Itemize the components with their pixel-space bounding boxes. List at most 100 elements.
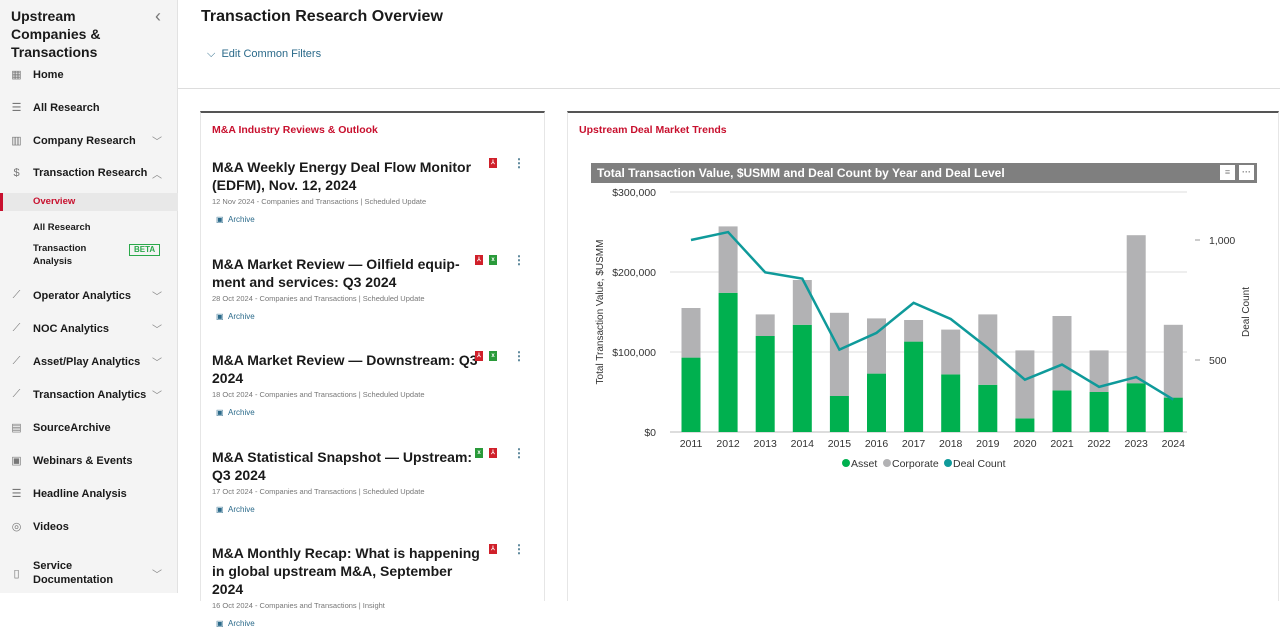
bar-asset-2013[interactable] [755, 336, 775, 432]
bar-asset-2018[interactable] [941, 374, 961, 432]
x-tick-label: 2022 [1087, 438, 1111, 450]
chevron-down-icon[interactable]: ﹀ [152, 292, 162, 303]
pdf-file-icon[interactable]: ⅄ [489, 158, 497, 168]
more-options-icon[interactable]: ⋮ [513, 252, 525, 267]
sidebar-subitem-overview[interactable]: Overview [0, 193, 178, 211]
x-tick-label: 2019 [976, 438, 1000, 450]
chevron-down-icon[interactable]: ﹀ [152, 137, 162, 148]
bar-asset-2014[interactable] [792, 324, 812, 432]
article-item: M&A Statistical Snapshot — Upstream: Q3 … [212, 445, 537, 514]
document-icon: ▯ [13, 567, 20, 580]
bar-asset-2024[interactable] [1163, 397, 1183, 432]
collapse-sidebar-icon[interactable]: ‹ [155, 6, 161, 26]
bar-asset-2011[interactable] [681, 357, 701, 432]
more-options-icon[interactable]: ⋮ [513, 156, 525, 170]
article-title-link[interactable]: M&A Market Review — Downstream: Q3 2024 [212, 352, 478, 386]
xls-file-icon[interactable]: x [489, 351, 497, 361]
xls-file-icon[interactable]: x [489, 254, 497, 265]
archive-button[interactable]: ▣ Archive [216, 311, 255, 321]
bar-corporate-2017[interactable] [904, 320, 924, 342]
chevron-down-icon[interactable]: ﹀ [152, 391, 162, 402]
filter-icon[interactable]: ≡ [1220, 165, 1235, 180]
bar-corporate-2022[interactable] [1089, 350, 1109, 392]
bar-asset-2020[interactable] [1015, 418, 1035, 432]
article-meta: 17 Oct 2024 - Companies and Transactions… [212, 486, 425, 496]
sidebar-item-sourcearchive[interactable]: ▤ SourceArchive [0, 421, 178, 435]
divider [178, 88, 1280, 89]
archive-button[interactable]: ▣ Archive [216, 215, 255, 224]
bar-corporate-2024[interactable] [1163, 324, 1183, 398]
pdf-file-icon[interactable]: ⅄ [475, 351, 483, 361]
more-options-icon[interactable]: ··· [1239, 165, 1254, 180]
chevron-down-icon[interactable]: ﹀ [152, 325, 162, 336]
bar-asset-2022[interactable] [1089, 392, 1109, 432]
sidebar-item-noc-analytics[interactable]: ⟋ NOC Analytics ﹀ [0, 322, 178, 336]
chevron-down-icon[interactable]: ﹀ [152, 569, 162, 581]
building-icon: ▥ [11, 135, 22, 147]
panel-title: M&A Industry Reviews & Outlook [212, 124, 378, 136]
article-title-link[interactable]: M&A Monthly Recap: What is happening in … [212, 545, 480, 597]
bar-corporate-2023[interactable] [1126, 235, 1146, 384]
more-options-icon[interactable]: ⋮ [513, 349, 525, 363]
xls-file-icon[interactable]: x [475, 447, 483, 458]
pdf-file-icon[interactable]: ⅄ [475, 254, 483, 265]
bar-asset-2019[interactable] [978, 384, 998, 432]
legend-label: Deal Count [953, 458, 1006, 470]
y2-axis-label: Deal Count [1241, 287, 1252, 337]
line-deal-count[interactable] [690, 230, 1174, 401]
x-tick-label: 2016 [865, 438, 889, 450]
article-title-link[interactable]: M&A Weekly Energy Deal Flow Monitor (EDF… [212, 159, 472, 193]
sidebar-item-webinars-events[interactable]: ▣ Webinars & Events [0, 454, 178, 468]
bar-asset-2017[interactable] [904, 341, 924, 432]
sidebar-item-all-research[interactable]: ☰ All Research [0, 101, 178, 115]
bar-corporate-2020[interactable] [1015, 350, 1035, 419]
sidebar-subitem-transaction-analysis[interactable]: Transaction Analysis BETA [0, 242, 178, 270]
pdf-file-icon[interactable]: ⅄ [489, 447, 497, 458]
sidebar-item-asset-play-analytics[interactable]: ⟋ Asset/Play Analytics ﹀ [0, 355, 178, 369]
sidebar-item-transaction-analytics[interactable]: ⟋ Transaction Analytics ﹀ [0, 388, 178, 402]
article-title-link[interactable]: M&A Statistical Snapshot — Upstream: Q3 … [212, 448, 473, 483]
industry-reviews-panel: M&A Industry Reviews & Outlook M&A Weekl… [200, 111, 545, 628]
y-tick-label: $0 [644, 427, 656, 439]
bar-corporate-2015[interactable] [829, 312, 849, 396]
bar-asset-2012[interactable] [718, 292, 738, 432]
bar-corporate-2016[interactable] [867, 318, 886, 374]
sidebar-item-home[interactable]: ▦ Home [0, 68, 178, 82]
pdf-file-icon[interactable]: ⅄ [489, 544, 497, 554]
sidebar-item-transaction-research[interactable]: $ Transaction Research ︿ [0, 167, 178, 181]
archive-icon: ▣ [216, 504, 229, 514]
sidebar-item-company-research[interactable]: ▥ Company Research ﹀ [0, 134, 178, 149]
article-title-link[interactable]: M&A Market Review — Oilfield equip-ment … [212, 255, 460, 290]
bar-asset-2016[interactable] [867, 373, 886, 432]
bar-corporate-2012[interactable] [718, 226, 738, 293]
chevron-up-icon[interactable]: ︿ [152, 169, 162, 181]
chevron-down-icon[interactable]: ﹀ [152, 358, 162, 369]
sidebar-item-service-documentation[interactable]: ▯ Service Documentation ﹀ [0, 559, 178, 587]
bar-asset-2015[interactable] [829, 396, 849, 432]
bar-asset-2023[interactable] [1126, 383, 1146, 432]
grid-icon: ▦ [11, 69, 22, 81]
bar-corporate-2013[interactable] [755, 314, 775, 336]
bar-corporate-2018[interactable] [941, 329, 961, 375]
beta-badge: BETA [129, 244, 161, 256]
archive-button[interactable]: ▣ Archive [216, 504, 255, 514]
sidebar-item-operator-analytics[interactable]: ⟋ Operator Analytics ﹀ [0, 289, 178, 303]
sidebar-item-label: Service Documentation [33, 560, 114, 586]
edit-common-filters-button[interactable]: ⌵ Edit Common Filters [207, 48, 322, 60]
more-options-icon[interactable]: ⋮ [513, 542, 525, 556]
bar-corporate-2011[interactable] [681, 308, 701, 358]
archive-button[interactable]: ▣ Archive [216, 619, 255, 628]
bar-asset-2021[interactable] [1052, 390, 1072, 432]
bar-corporate-2014[interactable] [792, 280, 812, 325]
bar-corporate-2021[interactable] [1052, 316, 1072, 391]
sidebar-subitem-all-research[interactable]: All Research [33, 222, 91, 233]
more-options-icon[interactable]: ⋮ [513, 445, 525, 460]
x-tick-label: 2024 [1162, 438, 1186, 450]
sidebar-item-headline-analysis[interactable]: ☰ Headline Analysis [0, 487, 178, 501]
x-tick-label: 2017 [902, 438, 926, 450]
sidebar-item-label: SourceArchive [33, 421, 111, 434]
article-item: M&A Market Review — Downstream: Q3 2024 … [212, 349, 537, 417]
sidebar-item-videos[interactable]: ◎ Videos [0, 520, 178, 534]
y-tick-label: $200,000 [612, 267, 656, 279]
archive-button[interactable]: ▣ Archive [216, 408, 255, 417]
